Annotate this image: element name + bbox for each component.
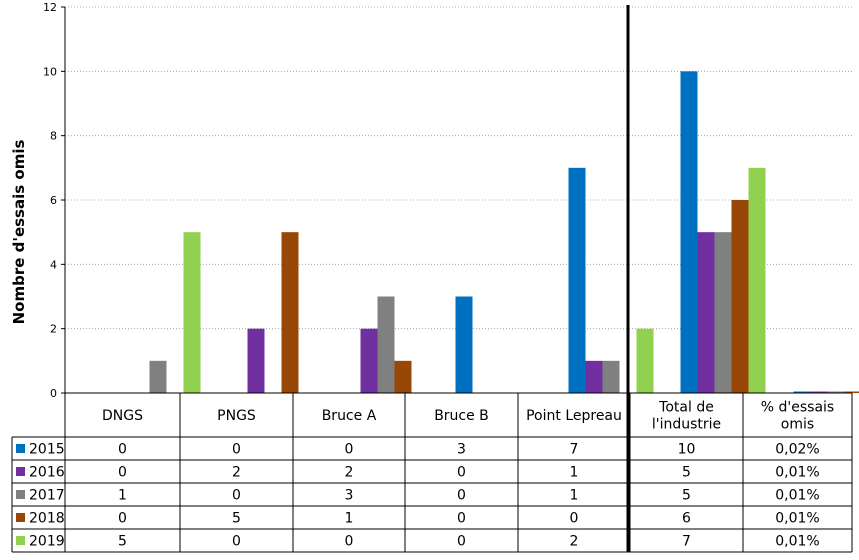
data-label: 0,01% xyxy=(775,534,819,550)
data-label: 0 xyxy=(457,465,466,481)
bar xyxy=(455,296,473,393)
y-tick-label: 4 xyxy=(50,258,57,271)
legend-swatch xyxy=(16,467,25,476)
bar xyxy=(247,328,265,393)
data-label: 1 xyxy=(570,465,579,481)
bar xyxy=(281,232,299,393)
data-label: 2 xyxy=(345,465,354,481)
category-label: Point Lepreau xyxy=(526,408,622,424)
y-tick-labels: 0 2 4 6 8 10 12 xyxy=(43,1,57,400)
data-label: 0 xyxy=(457,534,466,550)
data-label: 5 xyxy=(118,534,127,550)
category-label: % d'essais xyxy=(761,400,834,416)
legend-swatch xyxy=(16,536,25,545)
category-label: Total de xyxy=(658,400,714,416)
data-label: 1 xyxy=(118,488,127,504)
y-tick-label: 8 xyxy=(50,130,57,143)
data-label: 10 xyxy=(678,442,696,458)
bar xyxy=(731,200,749,393)
data-label: 0 xyxy=(118,442,127,458)
data-label: 0 xyxy=(345,442,354,458)
data-label: 5 xyxy=(682,488,691,504)
y-axis-label: Nombre d'essais omis xyxy=(10,140,28,325)
data-label: 0 xyxy=(570,511,579,527)
data-label: 2 xyxy=(570,534,579,550)
bar xyxy=(183,232,201,393)
bar xyxy=(149,360,167,393)
data-label: 0 xyxy=(232,534,241,550)
legend-swatch xyxy=(16,444,25,453)
category-label: DNGS xyxy=(102,408,143,424)
bar xyxy=(844,391,859,393)
data-label: 0 xyxy=(118,465,127,481)
legend-label: 2016 xyxy=(29,465,65,481)
bars xyxy=(149,71,859,393)
legend-label: 2015 xyxy=(29,442,65,458)
y-tick-label: 12 xyxy=(43,1,57,14)
data-label: 0 xyxy=(118,511,127,527)
bar xyxy=(810,391,828,393)
bar xyxy=(568,167,586,393)
category-label: l'industrie xyxy=(652,417,721,433)
data-label: 0,01% xyxy=(775,465,819,481)
legend-label: 2019 xyxy=(29,534,65,550)
category-label: Bruce B xyxy=(434,408,489,424)
legend-label: 2018 xyxy=(29,511,65,527)
data-label: 0 xyxy=(232,442,241,458)
data-label: 0,01% xyxy=(775,511,819,527)
data-label: 0 xyxy=(232,488,241,504)
bar xyxy=(602,360,620,393)
data-label: 0 xyxy=(457,488,466,504)
data-label: 5 xyxy=(682,465,691,481)
bar xyxy=(748,167,766,393)
bar xyxy=(585,360,603,393)
bar xyxy=(827,391,845,393)
bar xyxy=(680,71,698,393)
legend-swatch xyxy=(16,490,25,499)
legend-label: 2017 xyxy=(29,488,65,504)
y-tick-label: 2 xyxy=(50,323,57,336)
category-label: Bruce A xyxy=(322,408,377,424)
data-label: 1 xyxy=(570,488,579,504)
data-label: 0 xyxy=(345,534,354,550)
bar xyxy=(793,391,811,393)
data-label: 7 xyxy=(682,534,691,550)
data-label: 5 xyxy=(232,511,241,527)
y-tick-label: 0 xyxy=(50,387,57,400)
data-label: 0,01% xyxy=(775,488,819,504)
y-tick-label: 6 xyxy=(50,194,57,207)
data-label: 1 xyxy=(345,511,354,527)
y-tick-label: 10 xyxy=(43,65,57,78)
bar xyxy=(714,232,732,393)
data-label: 2 xyxy=(232,465,241,481)
data-label: 6 xyxy=(682,511,691,527)
bar xyxy=(636,328,654,393)
bar xyxy=(394,360,412,393)
legend-swatch xyxy=(16,513,25,522)
data-label: 0,02% xyxy=(775,442,819,458)
data-label: 0 xyxy=(457,511,466,527)
data-label: 3 xyxy=(345,488,354,504)
category-label: omis xyxy=(781,417,814,433)
data-label: 7 xyxy=(570,442,579,458)
category-label: PNGS xyxy=(217,408,256,424)
data-table: DNGS PNGS Bruce A Bruce B Point Lepreau Total… xyxy=(11,392,853,553)
axes xyxy=(61,6,66,394)
bar xyxy=(360,328,378,393)
bar xyxy=(697,232,715,393)
bar xyxy=(377,296,395,393)
data-label: 3 xyxy=(457,442,466,458)
